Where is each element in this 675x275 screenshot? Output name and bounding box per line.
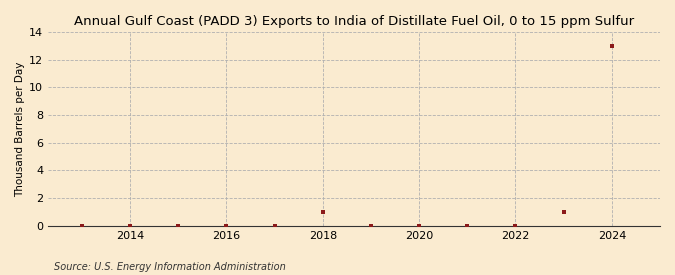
Point [317,210,328,214]
Point [366,223,377,228]
Text: Source: U.S. Energy Information Administration: Source: U.S. Energy Information Administ… [54,262,286,272]
Title: Annual Gulf Coast (PADD 3) Exports to India of Distillate Fuel Oil, 0 to 15 ppm : Annual Gulf Coast (PADD 3) Exports to In… [74,15,634,28]
Point [606,44,617,48]
Point [558,210,569,214]
Point [173,223,184,228]
Point [125,223,136,228]
Point [76,224,87,228]
Point [414,223,425,228]
Point [221,223,232,228]
Point [462,223,472,228]
Point [269,223,280,228]
Point [510,223,521,228]
Y-axis label: Thousand Barrels per Day: Thousand Barrels per Day [15,61,25,197]
